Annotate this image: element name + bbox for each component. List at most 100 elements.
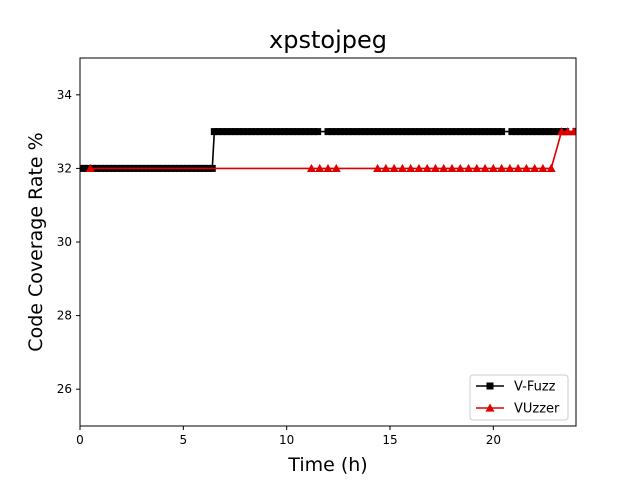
- data-point-v-fuzz: [243, 128, 251, 136]
- x-tick-label: 15: [382, 433, 397, 447]
- data-point-v-fuzz: [297, 128, 305, 136]
- data-point-v-fuzz: [252, 128, 260, 136]
- y-tick-label: 28: [57, 309, 72, 323]
- data-point-v-fuzz: [386, 128, 394, 136]
- series-vuzzer: [85, 127, 576, 172]
- axis-ticks: 0 5 10 15 20 26 28 30 32 34: [57, 88, 501, 447]
- data-point-v-fuzz: [248, 128, 256, 136]
- x-tick-label: 0: [76, 433, 84, 447]
- data-point-vuzzer: [331, 163, 341, 172]
- data-point-v-fuzz: [314, 128, 322, 136]
- data-point-v-fuzz: [533, 128, 541, 136]
- legend-label-v-fuzz: V-Fuzz: [514, 380, 556, 395]
- x-tick-label: 10: [279, 433, 294, 447]
- data-point-v-fuzz: [365, 128, 373, 136]
- data-point-v-fuzz: [369, 128, 377, 136]
- data-point-v-fuzz: [403, 128, 411, 136]
- data-point-vuzzer: [323, 163, 333, 172]
- data-point-v-fuzz: [264, 128, 272, 136]
- y-tick-label: 30: [57, 235, 72, 249]
- data-point-v-fuzz: [353, 128, 361, 136]
- data-point-v-fuzz: [223, 128, 231, 136]
- data-point-vuzzer: [381, 163, 391, 172]
- data-point-v-fuzz: [529, 128, 537, 136]
- data-point-vuzzer: [422, 163, 432, 172]
- data-point-vuzzer: [439, 163, 449, 172]
- data-point-v-fuzz: [256, 128, 264, 136]
- data-point-vuzzer: [472, 163, 482, 172]
- data-point-v-fuzz: [235, 128, 243, 136]
- data-point-v-fuzz: [305, 128, 313, 136]
- data-point-v-fuzz: [440, 128, 448, 136]
- data-point-v-fuzz: [498, 128, 506, 136]
- data-point-vuzzer: [480, 163, 490, 172]
- data-point-vuzzer: [488, 163, 498, 172]
- data-point-vuzzer: [389, 163, 399, 172]
- data-point-vuzzer: [315, 163, 325, 172]
- x-axis-label: Time (h): [287, 454, 367, 476]
- data-point-v-fuzz: [336, 128, 344, 136]
- data-point-v-fuzz: [341, 128, 349, 136]
- data-point-v-fuzz: [378, 128, 386, 136]
- data-point-v-fuzz: [219, 128, 227, 136]
- data-point-v-fuzz: [239, 128, 247, 136]
- data-point-v-fuzz: [289, 128, 297, 136]
- data-point-v-fuzz: [382, 128, 390, 136]
- data-point-v-fuzz: [398, 128, 406, 136]
- data-point-v-fuzz: [272, 128, 280, 136]
- data-point-vuzzer: [397, 163, 407, 172]
- data-point-vuzzer: [455, 163, 465, 172]
- data-point-vuzzer: [447, 163, 457, 172]
- y-tick-label: 32: [57, 161, 72, 175]
- data-point-v-fuzz: [436, 128, 444, 136]
- data-point-v-fuzz: [310, 128, 318, 136]
- data-point-v-fuzz: [293, 128, 301, 136]
- data-point-v-fuzz: [537, 128, 545, 136]
- data-point-v-fuzz: [260, 128, 268, 136]
- data-point-v-fuzz: [276, 128, 284, 136]
- data-point-v-fuzz: [332, 128, 340, 136]
- data-point-v-fuzz: [349, 128, 357, 136]
- data-point-v-fuzz: [415, 128, 423, 136]
- plot-frame: [79, 57, 577, 427]
- data-point-v-fuzz: [549, 128, 557, 136]
- data-point-v-fuzz: [231, 128, 239, 136]
- data-point-v-fuzz: [361, 128, 369, 136]
- data-point-vuzzer: [406, 163, 416, 172]
- data-point-v-fuzz: [427, 128, 435, 136]
- x-tick-label: 5: [180, 433, 188, 447]
- data-point-v-fuzz: [324, 128, 332, 136]
- data-point-v-fuzz: [553, 128, 561, 136]
- x-tick-label: 20: [486, 433, 501, 447]
- data-point-vuzzer: [505, 163, 515, 172]
- y-tick-label: 26: [57, 382, 72, 396]
- data-point-v-fuzz: [423, 128, 431, 136]
- data-point-v-fuzz: [545, 128, 553, 136]
- data-point-v-fuzz: [407, 128, 415, 136]
- data-point-v-fuzz: [477, 128, 485, 136]
- data-point-vuzzer: [538, 163, 548, 172]
- data-point-v-fuzz: [301, 128, 309, 136]
- data-point-vuzzer: [464, 163, 474, 172]
- legend-label-vuzzer: VUzzer: [514, 402, 560, 417]
- y-axis-label: Code Coverage Rate %: [25, 132, 47, 351]
- data-point-vuzzer: [85, 163, 95, 172]
- data-point-vuzzer: [521, 163, 531, 172]
- data-point-vuzzer: [563, 127, 573, 136]
- data-point-vuzzer: [569, 127, 576, 136]
- data-point-v-fuzz: [508, 128, 516, 136]
- data-point-v-fuzz: [210, 128, 218, 136]
- data-point-v-fuzz: [357, 128, 365, 136]
- data-point-vuzzer: [546, 163, 556, 172]
- data-point-vuzzer: [414, 163, 424, 172]
- data-point-v-fuzz: [411, 128, 419, 136]
- data-point-vuzzer: [513, 163, 523, 172]
- data-point-v-fuzz: [374, 128, 382, 136]
- data-point-v-fuzz: [431, 128, 439, 136]
- data-point-v-fuzz: [460, 128, 468, 136]
- data-point-v-fuzz: [227, 128, 235, 136]
- legend: V-Fuzz VUzzer: [469, 374, 569, 421]
- data-point-v-fuzz: [80, 164, 88, 172]
- data-point-v-fuzz: [328, 128, 336, 136]
